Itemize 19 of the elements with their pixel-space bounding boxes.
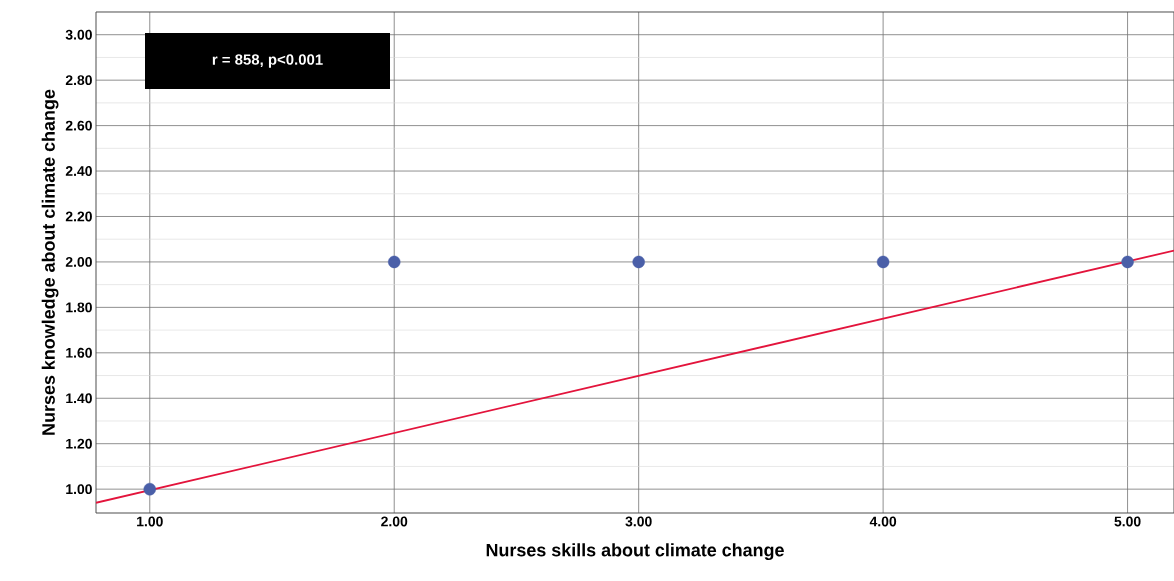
y-tick-label: 2.40 (65, 166, 92, 176)
y-tick-label: 2.80 (65, 75, 92, 86)
y-axis-title: Nurses knowledge about climate change (41, 89, 59, 435)
y-tick-label: 1.20 (66, 438, 92, 449)
x-tick-label: 4.00 (869, 516, 897, 527)
y-tick-label: 1.00 (66, 484, 92, 495)
y-tick-label: 1.80 (66, 302, 92, 313)
x-tick-label: 3.00 (625, 516, 652, 527)
y-tick-label: 3.00 (65, 29, 92, 40)
x-tick-label: 1.00 (137, 516, 163, 527)
x-axis-title: Nurses skills about climate change (486, 543, 784, 561)
y-tick-label: 2.60 (65, 120, 92, 131)
y-tick-label: 1.40 (66, 393, 92, 404)
y-tick-label: 2.20 (65, 211, 92, 222)
annotation: r = 858, p<0.001 (212, 54, 323, 68)
x-tick-label: 5.00 (1114, 516, 1141, 527)
y-tick-label: 2.00 (65, 256, 92, 267)
y-tick-label: 1.60 (66, 347, 92, 358)
x-tick-label: 2.00 (381, 516, 408, 527)
